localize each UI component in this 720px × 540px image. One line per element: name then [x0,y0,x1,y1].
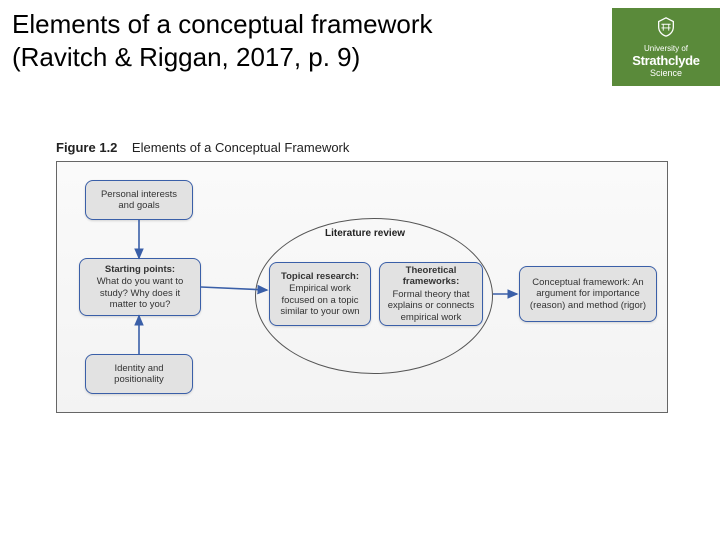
node-text: Personal interests and goals [92,189,186,212]
node-identity: Identity and positionality [85,354,193,394]
node-title: Topical research: [276,271,364,282]
figure-caption: Figure 1.2 Elements of a Conceptual Fram… [56,140,676,155]
node-text: Formal theory that explains or connects … [388,289,475,323]
logo-faculty: Science [650,68,682,78]
figure-label: Figure 1.2 [56,140,117,155]
slide-header: Elements of a conceptual framework (Ravi… [0,0,720,86]
node-theoretical-frameworks: Theoretical frameworks: Formal theory th… [379,262,483,326]
node-personal-interests: Personal interests and goals [85,180,193,220]
node-content: Starting points: What do you want to stu… [86,264,194,311]
logo-university-of: University of [644,44,688,53]
university-logo: University of Strathclyde Science [612,8,720,86]
title-line-1: Elements of a conceptual framework [12,8,433,41]
node-text: Empirical work focused on a topic simila… [280,283,359,317]
node-text: What do you want to study? Why does it m… [97,276,184,310]
literature-review-label: Literature review [325,228,405,239]
node-conceptual-framework: Conceptual framework: An argument for im… [519,266,657,322]
logo-name: Strathclyde [632,53,700,68]
node-title: Theoretical frameworks: [386,265,476,288]
node-topical-research: Topical research: Empirical work focused… [269,262,371,326]
node-content: Topical research: Empirical work focused… [276,271,364,318]
crest-icon [655,16,677,38]
node-text: Conceptual framework: An argument for im… [526,277,650,311]
figure-caption-text: Elements of a Conceptual Framework [132,140,349,155]
node-text: Identity and positionality [92,363,186,386]
title-block: Elements of a conceptual framework (Ravi… [12,8,433,73]
title-line-2: (Ravitch & Riggan, 2017, p. 9) [12,41,433,74]
node-content: Theoretical frameworks: Formal theory th… [386,265,476,323]
node-title: Starting points: [86,264,194,275]
diagram-frame: Literature review Personal interests and… [56,161,668,413]
node-starting-points: Starting points: What do you want to stu… [79,258,201,316]
figure-area: Figure 1.2 Elements of a Conceptual Fram… [56,140,676,413]
